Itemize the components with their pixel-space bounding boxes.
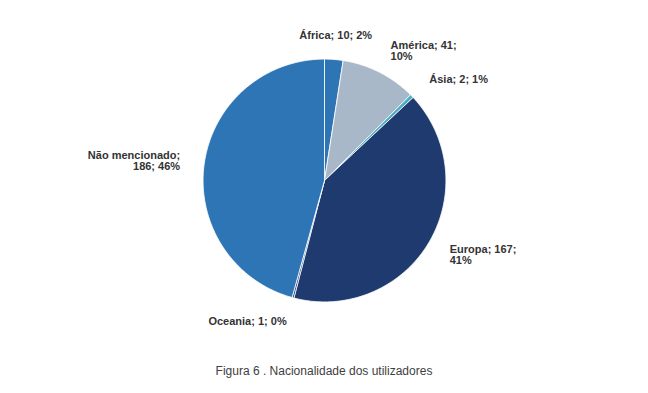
svg-text:Oceania; 1; 0%: Oceania; 1; 0% [208, 315, 286, 327]
svg-text:África; 10; 2%: África; 10; 2% [299, 29, 372, 41]
svg-text:Europa; 167;41%: Europa; 167;41% [450, 243, 517, 266]
svg-text:Ásia; 2; 1%: Ásia; 2; 1% [429, 73, 488, 85]
svg-text:América; 41;10%: América; 41;10% [391, 39, 457, 62]
svg-text:Não mencionado;186; 46%: Não mencionado;186; 46% [88, 149, 181, 172]
html-text:Figura 6 . Nacionalidade dos u: Figura 6 . Nacionalidade dos utilizadore… [215, 364, 433, 378]
